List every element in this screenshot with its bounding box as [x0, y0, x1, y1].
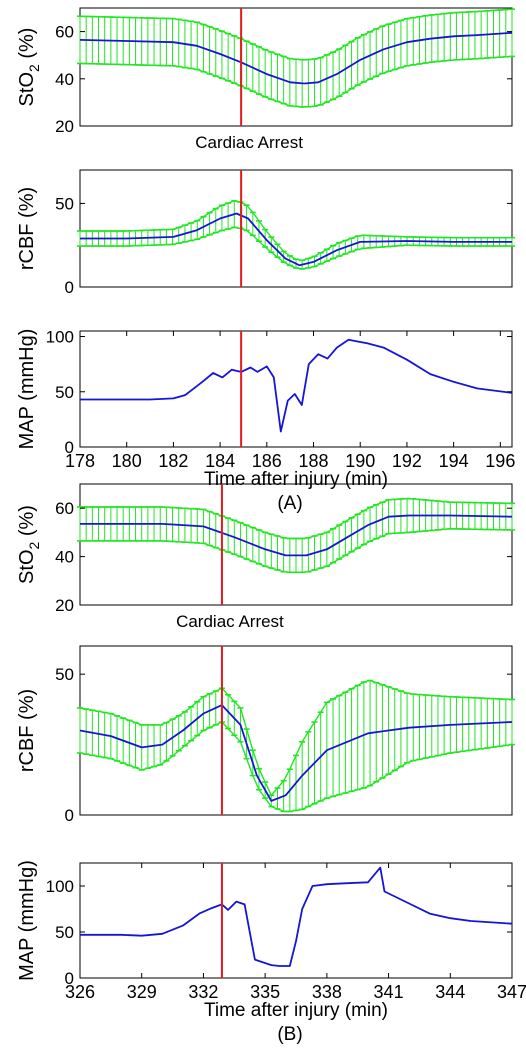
y-tick-label: 40	[55, 548, 74, 567]
panel-b-3: 20 40 60 StO2 (%) Cardiac Arrest	[16, 483, 515, 631]
y-axis-label-main: StO	[16, 550, 38, 584]
panel-a-2: 0 50 100 MAP (mmHg) 178 180 182 184 186 188 190 192…	[16, 328, 515, 514]
x-tick-label: 332	[188, 982, 218, 1002]
x-tick-label: 335	[250, 982, 280, 1002]
x-tick-label: 194	[439, 451, 469, 471]
panel-a-0: 20 40 60 StO2 (%) Cardiac Arrest	[16, 7, 515, 152]
y-tick-label: 100	[46, 877, 74, 896]
x-tick-label: 192	[392, 451, 422, 471]
error-upper-envelope	[79, 679, 513, 797]
error-lower-envelope	[80, 528, 513, 573]
error-upper-envelope	[80, 497, 513, 540]
x-tick-label: 326	[65, 982, 95, 1002]
panel-caption: (A)	[277, 493, 302, 514]
error-upper-envelope	[80, 200, 512, 262]
error-lower-envelope	[79, 55, 513, 108]
panel-caption: (B)	[277, 1024, 302, 1045]
y-tick-label: 20	[55, 117, 74, 136]
y-axis-label: MAP (mmHg)	[16, 329, 38, 450]
series-line	[79, 31, 513, 85]
y-axis-label-unit: (%)	[16, 28, 38, 65]
axes-frame	[79, 7, 513, 127]
panel-a-1: 0 50 rCBF (%)	[16, 169, 515, 297]
error-upper-envelope	[79, 8, 513, 61]
series-line	[80, 514, 513, 557]
series-line	[80, 212, 512, 267]
axes-frame	[79, 169, 513, 288]
y-axis-label-unit: (%)	[16, 505, 38, 542]
y-axis-label: StO2 (%)	[16, 28, 42, 107]
y-tick-label: 50	[55, 194, 74, 213]
y-axis-label: StO2 (%)	[16, 505, 42, 584]
y-tick-label: 60	[55, 23, 74, 42]
y-tick-label: 100	[46, 328, 74, 347]
y-tick-label: 50	[55, 923, 74, 942]
series-line	[79, 704, 513, 802]
y-tick-label: 50	[55, 665, 74, 684]
y-axis-label: rCBF (%)	[16, 689, 38, 772]
y-tick-label: 60	[55, 499, 74, 518]
y-tick-label: 0	[65, 278, 74, 297]
x-tick-label: 184	[205, 451, 235, 471]
y-tick-label: 0	[65, 806, 74, 825]
x-tick-label: 180	[112, 451, 142, 471]
axes-frame	[79, 483, 513, 606]
y-axis-label: rCBF (%)	[16, 187, 38, 270]
series-line	[80, 338, 513, 433]
x-axis-label: Time after injury (min)	[204, 1000, 388, 1021]
panel-b-5: 0 50 100 MAP (mmHg) 326 329 332 335 338 341 344 347…	[16, 860, 526, 1045]
y-tick-label: 40	[55, 70, 74, 89]
y-axis-label-main: StO	[16, 72, 38, 106]
x-axis-label: Time after injury (min)	[204, 469, 388, 490]
x-tick-label: 338	[312, 982, 342, 1002]
x-tick-label: 347	[497, 982, 526, 1002]
y-axis-label: MAP (mmHg)	[16, 860, 38, 981]
x-tick-label: 188	[298, 451, 328, 471]
series-line	[80, 866, 513, 967]
y-tick-label: 0	[65, 969, 74, 988]
y-axis-label-subscript: 2	[26, 64, 42, 72]
error-lower-envelope	[80, 226, 512, 270]
axes-frame	[79, 330, 513, 448]
x-tick-label: 178	[65, 451, 95, 471]
y-axis-label-subscript: 2	[26, 542, 42, 550]
x-tick-label: 196	[485, 451, 515, 471]
panel-b-4: 0 50 rCBF (%)	[16, 645, 515, 825]
annotation-cardiac-arrest: Cardiac Arrest	[176, 612, 284, 631]
x-tick-label: 341	[374, 982, 404, 1002]
x-tick-label: 344	[435, 982, 465, 1002]
x-tick-label: 190	[345, 451, 375, 471]
y-tick-label: 0	[65, 438, 74, 457]
x-tick-label: 182	[158, 451, 188, 471]
x-tick-label: 329	[127, 982, 157, 1002]
y-tick-label: 50	[55, 383, 74, 402]
y-tick-label: 20	[55, 596, 74, 615]
axes-frame	[79, 862, 513, 979]
annotation-cardiac-arrest: Cardiac Arrest	[195, 133, 303, 152]
error-lower-envelope	[79, 721, 513, 813]
x-tick-label: 186	[252, 451, 282, 471]
